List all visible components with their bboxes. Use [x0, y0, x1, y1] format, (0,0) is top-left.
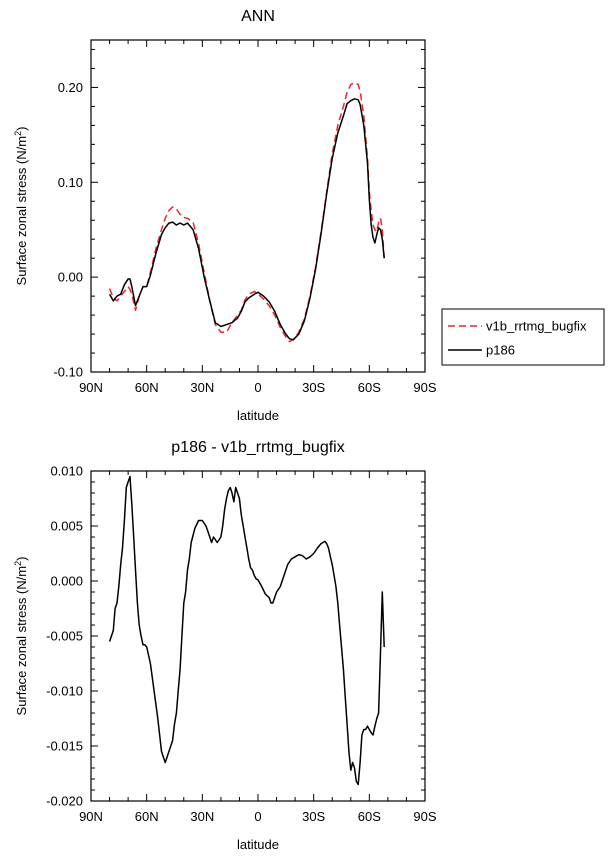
y-tick-label: -0.005	[46, 629, 83, 644]
legend-label: p186	[486, 343, 515, 358]
x-tick-label: 0	[254, 809, 261, 824]
plot-frame	[90, 39, 426, 373]
y-axis-label-close: )	[14, 127, 29, 131]
x-tick-label: 30N	[190, 380, 214, 395]
series-line-v1b-rrtmg-bugfix	[108, 81, 385, 343]
x-tick-label: 60N	[135, 380, 159, 395]
chart-2: 90N 60N 30N 0 30S 60S 90S -0.020 -0.015 -0.010 -0.…	[13, 439, 437, 852]
x-axis-label: latitude	[237, 408, 279, 423]
y-axis-label-close: )	[14, 557, 29, 561]
y-tick-label: -0.020	[46, 794, 83, 809]
x-tick-label: 30S	[302, 380, 325, 395]
y-tick-label: 0.010	[50, 464, 83, 479]
x-tick-label: 60S	[358, 380, 381, 395]
x-tick-label: 90S	[413, 380, 436, 395]
y-axis-label-superscript: 2	[13, 131, 23, 136]
x-tick-label: 90S	[413, 809, 436, 824]
x-tick-label: 0	[254, 380, 261, 395]
x-tick-label: 60N	[135, 809, 159, 824]
x-tick-label: 30N	[190, 809, 214, 824]
y-tick-label: 0.000	[50, 574, 83, 589]
legend: v1b_rrtmg_bugfix p186	[441, 308, 605, 366]
y-tick-label: 0.20	[58, 80, 83, 95]
y-axis-label-superscript: 2	[13, 561, 23, 566]
series-line-difference	[108, 475, 385, 786]
y-axis-label: Surface zonal stress (N/m2)	[13, 127, 29, 286]
legend-box	[441, 308, 605, 366]
chart-1: 90N 60N 30N 0 30S 60S 90S -0.10 0.00 0.10 0.20 ANN l…	[13, 8, 605, 423]
x-tick-label: 30S	[302, 809, 325, 824]
x-tick-label: 90N	[79, 380, 103, 395]
y-tick-label: 0.10	[58, 175, 83, 190]
y-axis-label: Surface zonal stress (N/m2)	[13, 557, 29, 716]
y-tick-label: 0.005	[50, 519, 83, 534]
x-tick-label: 90N	[79, 809, 103, 824]
y-axis-label-text: Surface zonal stress (N/m	[14, 136, 29, 286]
chart-title: p186 - v1b_rrtmg_bugfix	[171, 439, 344, 456]
x-tick-label: 60S	[358, 809, 381, 824]
legend-label: v1b_rrtmg_bugfix	[486, 319, 587, 334]
y-tick-label: -0.010	[46, 684, 83, 699]
series-line-p186	[108, 98, 385, 341]
y-axis-label-text: Surface zonal stress (N/m	[14, 566, 29, 716]
y-tick-label: -0.015	[46, 739, 83, 754]
chart-title: ANN	[241, 8, 275, 25]
y-tick-label: -0.10	[53, 365, 83, 380]
y-tick-label: 0.00	[58, 270, 83, 285]
x-axis-label: latitude	[237, 837, 279, 852]
